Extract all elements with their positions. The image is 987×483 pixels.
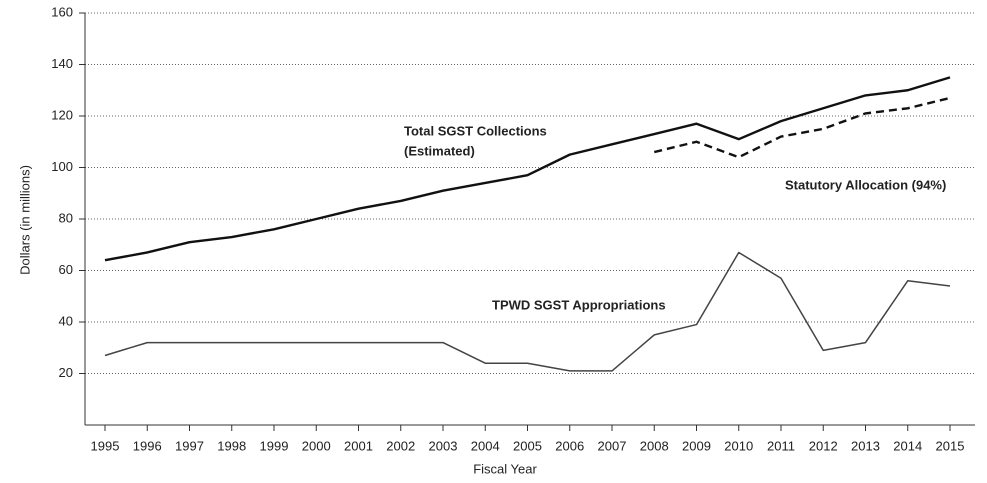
series-line — [104, 251, 951, 372]
x-tick-label: 2009 — [682, 438, 711, 453]
series-line — [653, 96, 951, 159]
x-tick-label: 2001 — [344, 438, 373, 453]
x-tick-label: 2005 — [513, 438, 542, 453]
x-tick-label: 1995 — [91, 438, 120, 453]
x-tick-label: 2014 — [893, 438, 922, 453]
y-tick-label: 160 — [51, 4, 73, 19]
x-tick-label: 2012 — [809, 438, 838, 453]
x-tick-label: 1999 — [260, 438, 289, 453]
x-tick-label: 2004 — [471, 438, 500, 453]
y-tick-label: 20 — [59, 365, 73, 380]
x-tick-label: 2011 — [767, 438, 795, 453]
y-tick-label: 60 — [59, 262, 73, 277]
x-axis-label: Fiscal Year — [473, 461, 537, 476]
x-tick-label: 2013 — [851, 438, 880, 453]
x-tick-label: 2000 — [302, 438, 331, 453]
series-note: (Estimated) — [404, 143, 475, 158]
y-tick-label: 100 — [51, 159, 73, 174]
x-tick-label: 2002 — [386, 438, 415, 453]
series-label: TPWD SGST Appropriations — [492, 297, 666, 312]
series-line — [104, 76, 951, 262]
series-label: Total SGST Collections — [404, 123, 547, 138]
x-tick-label: 1998 — [217, 438, 246, 453]
x-tick-label: 2015 — [936, 438, 965, 453]
y-tick-label: 80 — [59, 210, 73, 225]
x-tick-label: 2008 — [640, 438, 669, 453]
series-label: Statutory Allocation (94%) — [785, 177, 946, 192]
x-tick-label: 1996 — [133, 438, 162, 453]
y-tick-label: 140 — [51, 56, 73, 71]
y-tick-label: 40 — [59, 313, 73, 328]
x-tick-label: 2006 — [555, 438, 584, 453]
x-tick-label: 2003 — [429, 438, 458, 453]
y-axis-label: Dollars (in millions) — [17, 165, 32, 275]
x-tick-label: 1997 — [175, 438, 204, 453]
y-tick-label: 120 — [51, 107, 73, 122]
x-tick-label: 2007 — [598, 438, 627, 453]
x-tick-label: 2010 — [724, 438, 753, 453]
